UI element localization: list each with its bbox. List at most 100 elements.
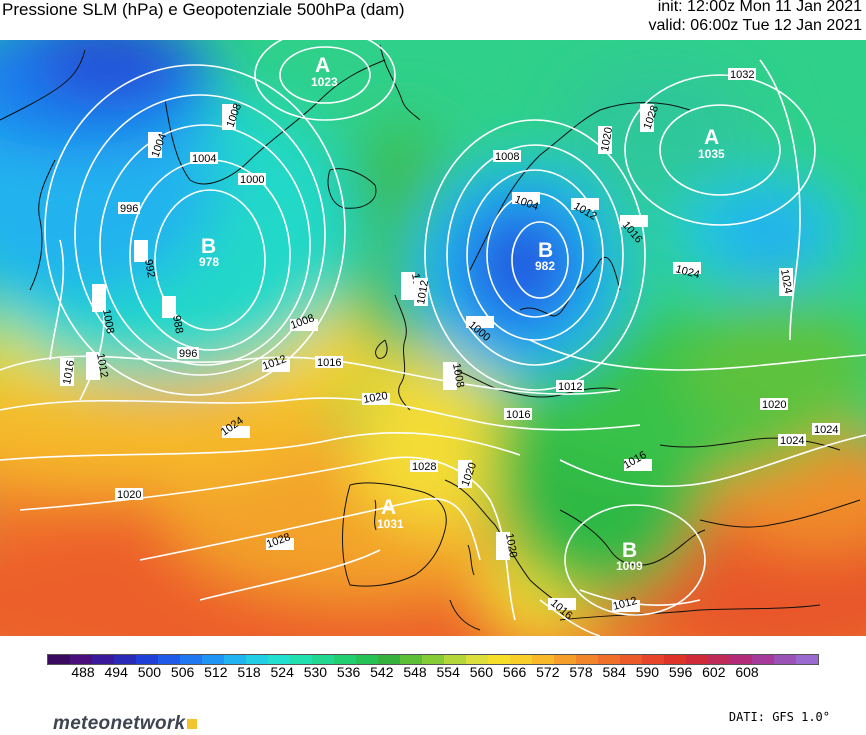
map-title: Pressione SLM (hPa) e Geopotenziale 500h… (2, 0, 405, 19)
isobar-label: 1020 (503, 532, 519, 558)
color-scale-step (554, 655, 576, 664)
svg-text:1009: 1009 (616, 559, 643, 573)
high-pressure-center: A 1035 (698, 126, 725, 161)
isobar-label: 1004 (192, 153, 216, 165)
color-scale-tick-label: 548 (403, 664, 427, 680)
color-scale-step (334, 655, 356, 664)
color-scale-step (576, 655, 598, 664)
low-pressure-center: B 1009 (616, 539, 643, 573)
weather-map: 1032 1008 1004 1004 1000 996 992 988 996… (0, 40, 866, 636)
color-scale-step (290, 655, 312, 664)
isobar-label: 1000 (240, 174, 264, 186)
color-scale-step (774, 655, 796, 664)
color-scale-tick-label: 608 (735, 664, 759, 680)
color-scale-step (400, 655, 422, 664)
isobar-label: 1020 (599, 126, 615, 152)
svg-text:1031: 1031 (377, 517, 404, 531)
color-scale-tick-label: 560 (469, 664, 494, 680)
color-scale-step (378, 655, 400, 664)
color-scale-step (422, 655, 444, 664)
geopotential-field: 1032 1008 1004 1004 1000 996 992 988 996… (0, 40, 866, 636)
color-scale-step (268, 655, 290, 664)
color-scale-step (796, 655, 818, 664)
color-scale-step (444, 655, 466, 664)
isobar-label: 1024 (780, 435, 804, 447)
color-scale-step (510, 655, 532, 664)
isobar-label: 1008 (495, 151, 519, 163)
color-scale-tick-label: 602 (702, 664, 726, 680)
low-pressure-center: B 982 (535, 239, 555, 273)
isobar-label: 1016 (506, 409, 530, 421)
svg-text:B: B (201, 235, 216, 258)
valid-time: valid: 06:00z Tue 12 Jan 2021 (648, 17, 863, 34)
color-scale-step (48, 655, 70, 664)
isobar-label: 1028 (412, 461, 436, 473)
meteonetwork-logo: meteonetwork (53, 713, 198, 735)
isobar-label: 1008 (100, 308, 116, 334)
color-scale-tick-label: 554 (436, 664, 460, 680)
color-scale-tick-label: 536 (336, 664, 361, 680)
isobar-label: 996 (179, 348, 197, 360)
low-pressure-center: B 978 (199, 235, 219, 269)
color-scale-tick-label: 512 (204, 664, 228, 680)
svg-text:A: A (315, 54, 330, 77)
color-scale-step (92, 655, 114, 664)
color-scale-step (246, 655, 268, 664)
isobar-label: 996 (120, 203, 138, 215)
isobar-label: 1008 (450, 362, 466, 388)
map-canvas: 1032 1008 1004 1004 1000 996 992 988 996… (0, 40, 866, 636)
color-scale-step (224, 655, 246, 664)
color-scale-step (466, 655, 488, 664)
color-scale-step (356, 655, 378, 664)
svg-text:982: 982 (535, 259, 555, 273)
color-scale-tick-label: 596 (668, 664, 693, 680)
color-scale-step (686, 655, 708, 664)
color-scale-step (202, 655, 224, 664)
isobar-label: 988 (170, 314, 185, 334)
high-pressure-center: A 1031 (377, 496, 404, 531)
run-info: init: 12:00z Mon 11 Jan 2021 valid: 06:0… (649, 0, 863, 35)
pressure-centers: A 1023 A 1035 B 978 B 982 A 1031 B 1009 (199, 54, 725, 573)
color-scale-bar (47, 654, 819, 665)
svg-text:978: 978 (199, 255, 219, 269)
color-scale-tick-label: 524 (270, 664, 294, 680)
color-scale-step (114, 655, 136, 664)
isobar-label: 1012 (558, 381, 582, 393)
isobar-label: 1020 (117, 489, 141, 501)
color-scale-step (180, 655, 202, 664)
color-scale-tick-label: 488 (71, 664, 95, 680)
color-scale-ticks: 488 494 500 506 512 518 524 530 536 542 548 554 560 5… (47, 664, 819, 686)
color-scale-tick-label: 572 (536, 664, 560, 680)
isobars (0, 40, 866, 636)
color-scale-tick-label: 566 (502, 664, 527, 680)
color-scale-tick-label: 494 (104, 664, 128, 680)
svg-text:1023: 1023 (311, 75, 338, 89)
color-scale-step (598, 655, 620, 664)
color-scale-step (312, 655, 334, 664)
color-scale-step (664, 655, 686, 664)
isobar-label: 1012 (94, 352, 110, 378)
color-scale-step (620, 655, 642, 664)
isobar-labels: 1032 1008 1004 1004 1000 996 992 988 996… (60, 68, 840, 622)
svg-text:B: B (622, 539, 637, 562)
svg-text:1035: 1035 (698, 147, 725, 161)
color-scale-step (730, 655, 752, 664)
color-scale-step (752, 655, 774, 664)
color-scale-tick-label: 518 (237, 664, 261, 680)
color-scale-tick-label: 542 (370, 664, 394, 680)
high-pressure-center: A 1023 (311, 54, 338, 89)
color-scale-tick-label: 578 (569, 664, 593, 680)
color-scale-step (158, 655, 180, 664)
color-scale-step (532, 655, 554, 664)
isobar-label: 1020 (362, 390, 388, 406)
isobar-label: 1016 (317, 357, 341, 369)
color-scale-tick-label: 590 (635, 664, 660, 680)
color-scale-step (642, 655, 664, 664)
color-scale-step (70, 655, 92, 664)
init-time: init: 12:00z Mon 11 Jan 2021 (657, 0, 862, 15)
color-scale-step (136, 655, 158, 664)
color-scale-tick-label: 584 (602, 664, 626, 680)
svg-text:A: A (381, 496, 396, 519)
svg-text:B: B (538, 239, 553, 262)
isobar-label: 1032 (730, 69, 754, 81)
